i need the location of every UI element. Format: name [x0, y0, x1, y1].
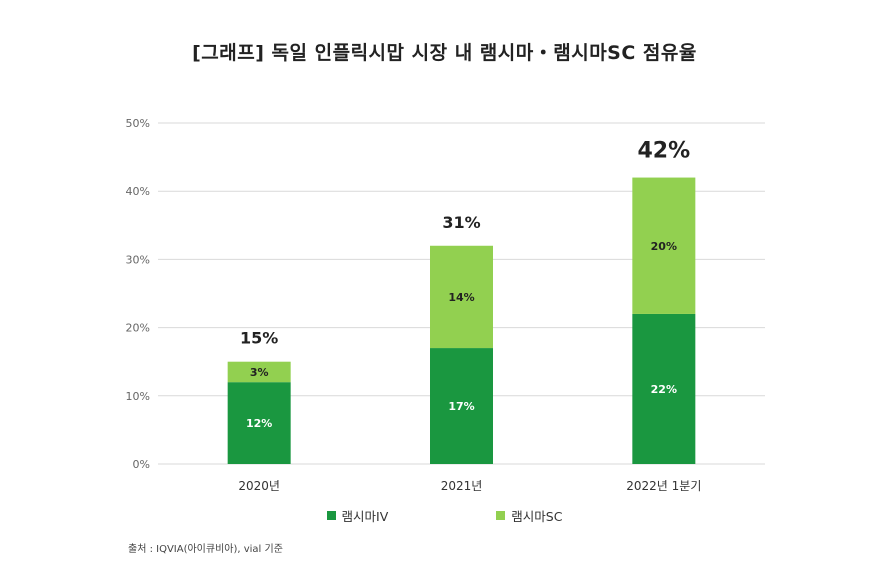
bar-sc-0 — [227, 361, 291, 383]
data-label-iv-1: 17% — [448, 400, 474, 413]
y-tick-label-40: 40% — [126, 185, 150, 198]
bar-sc-1 — [430, 245, 493, 349]
legend-swatch-ramsima-sc — [496, 511, 506, 520]
x-tick-label-2: 2022년 1분기 — [626, 479, 701, 493]
y-tick-label-10: 10% — [126, 390, 150, 403]
bar-sc-2 — [632, 177, 696, 314]
chart-title: [그래프] 독일 인플릭시맙 시장 내 램시마・램시마SC 점유율 — [192, 42, 697, 64]
x-tick-label-1: 2021년 — [441, 479, 483, 493]
total-label-2: 42% — [637, 139, 690, 164]
data-label-sc-1: 14% — [448, 291, 474, 304]
source-note: 출처 : IQVIA(아이큐비아), vial 기준 — [128, 544, 283, 555]
legend-label-ramsima-sc: 램시마SC — [511, 509, 563, 524]
legend-label-ramsima-iv: 램시마IV — [341, 509, 389, 524]
y-tick-label-0: 0% — [133, 458, 150, 471]
y-tick-label-30: 30% — [126, 253, 150, 266]
bar-iv-0 — [227, 382, 291, 464]
legend-item-ramsima-iv: 램시마IV — [326, 506, 389, 525]
data-label-sc-0: 3% — [250, 366, 269, 379]
total-label-1: 31% — [442, 213, 480, 232]
data-label-iv-2: 22% — [651, 383, 677, 396]
y-tick-label-20: 20% — [126, 322, 150, 335]
bar-iv-2 — [632, 313, 696, 464]
legend-swatch-ramsima-iv — [326, 511, 336, 520]
data-label-sc-2: 20% — [651, 240, 677, 253]
y-tick-label-50: 50% — [126, 117, 150, 130]
legend: 램시마IV 램시마SC — [0, 506, 889, 525]
x-tick-label-0: 2020년 — [238, 479, 280, 493]
legend-item-ramsima-sc: 램시마SC — [496, 506, 562, 525]
bar-iv-1 — [430, 348, 493, 464]
total-label-0: 15% — [240, 329, 278, 348]
data-label-iv-0: 12% — [246, 417, 272, 430]
